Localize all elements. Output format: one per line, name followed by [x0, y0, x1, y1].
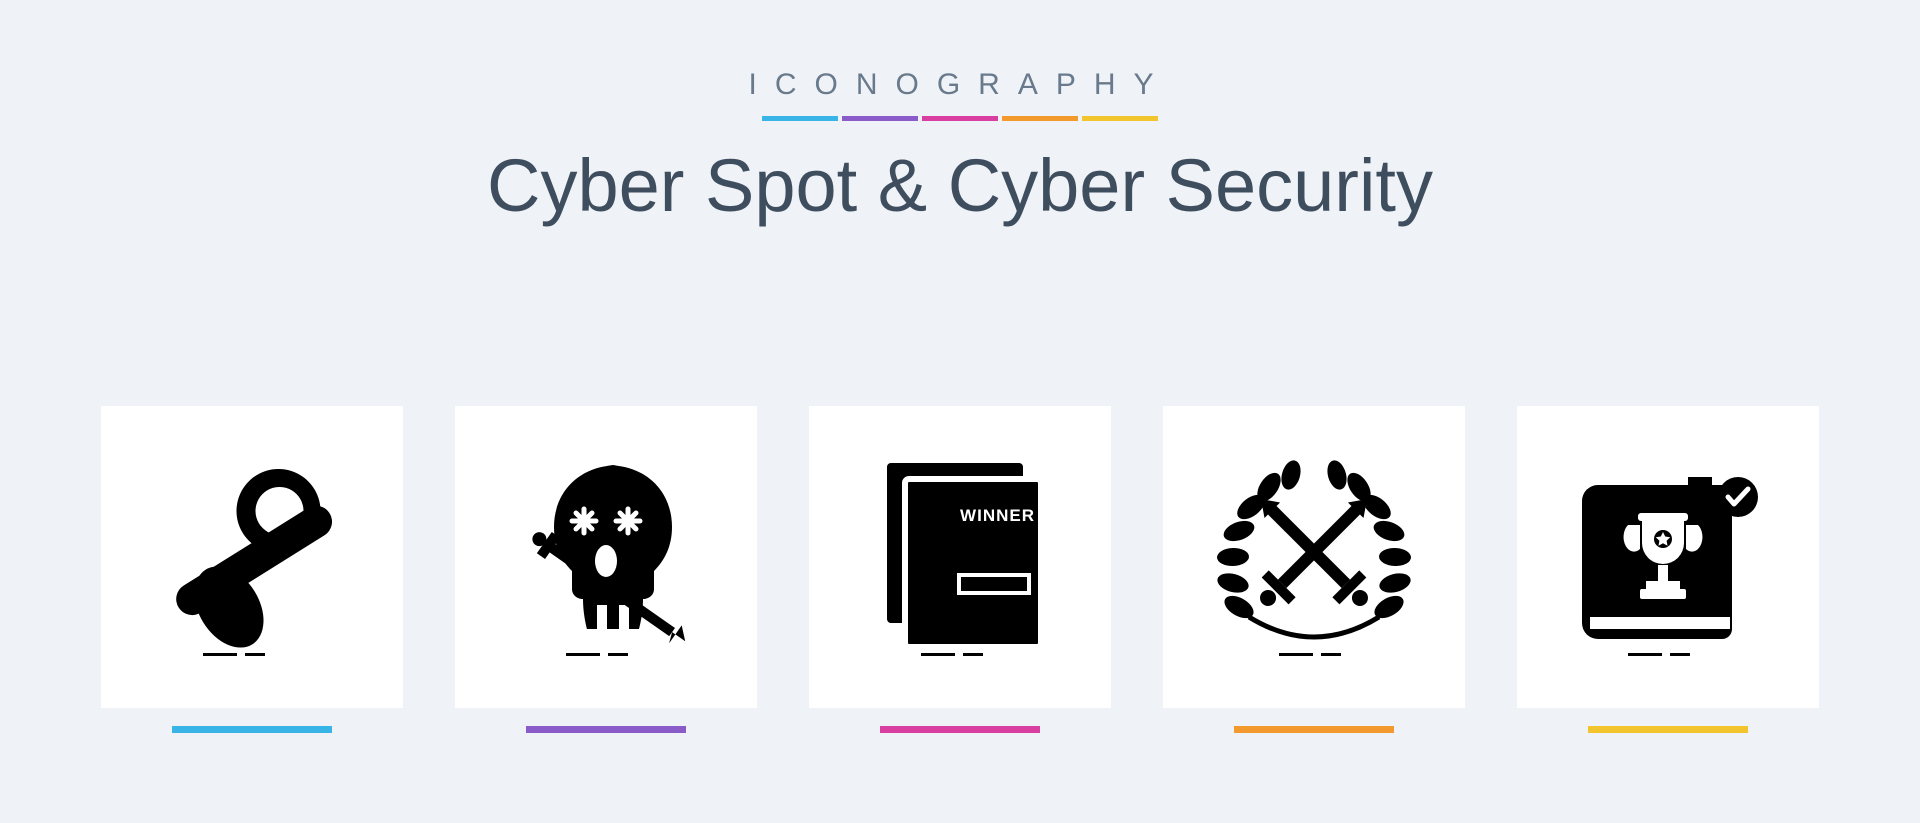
icon-tile [101, 406, 403, 733]
icon-card [1163, 406, 1465, 708]
tile-underline [172, 726, 332, 733]
icon-card [455, 406, 757, 708]
stripe [762, 116, 838, 121]
pacifier-icon [157, 457, 347, 657]
icon-tile [1517, 406, 1819, 733]
page-title: Cyber Spot & Cyber Security [0, 143, 1920, 228]
header-stripes [0, 116, 1920, 121]
tile-underline [1234, 726, 1394, 733]
icon-tile [455, 406, 757, 733]
trophy-book-icon [1568, 457, 1768, 657]
icon-card [101, 406, 403, 708]
tile-underline [1588, 726, 1748, 733]
icon-tile: WINNER [809, 406, 1111, 733]
stripe [1002, 116, 1078, 121]
winner-label: WINNER [960, 506, 1035, 526]
icon-card [1517, 406, 1819, 708]
stripe [922, 116, 998, 121]
winner-document-icon [865, 457, 1055, 657]
brand-label: ICONOGRAPHY [0, 68, 1920, 102]
header: ICONOGRAPHY Cyber Spot & Cyber Security [0, 0, 1920, 228]
icon-grid: WINNER [0, 406, 1920, 733]
stripe [1082, 116, 1158, 121]
stripe [842, 116, 918, 121]
icon-card: WINNER [809, 406, 1111, 708]
tile-underline [880, 726, 1040, 733]
swords-laurel-icon [1209, 457, 1419, 657]
tile-underline [526, 726, 686, 733]
skull-sword-icon [506, 457, 706, 657]
icon-tile [1163, 406, 1465, 733]
